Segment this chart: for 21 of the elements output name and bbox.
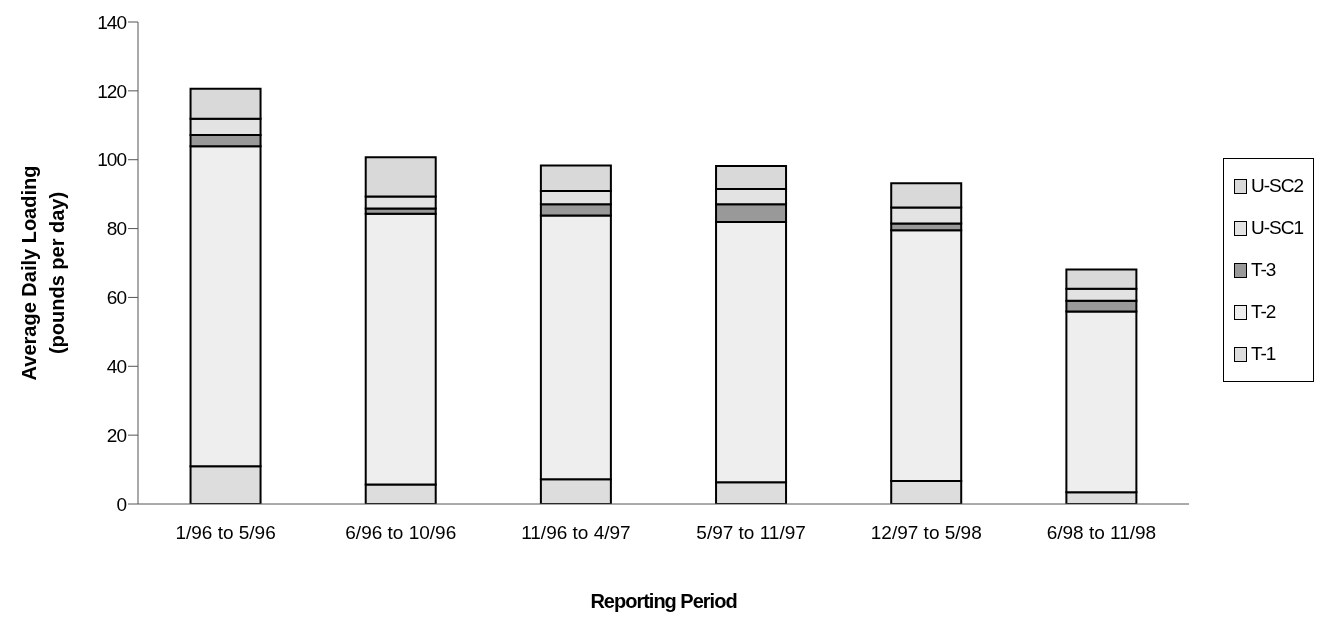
x-tick-label: 6/96 to 10/96 bbox=[345, 522, 457, 544]
y-tick-label: 0 bbox=[116, 493, 127, 515]
x-axis-title: Reporting Period bbox=[589, 590, 738, 613]
y-tick-label: 140 bbox=[97, 11, 127, 33]
legend-label: T-1 bbox=[1250, 343, 1276, 365]
legend-label: U-SC1 bbox=[1250, 217, 1303, 239]
legend-label: U-SC2 bbox=[1250, 175, 1303, 197]
y-tick-label: 40 bbox=[106, 356, 127, 378]
y-tick-label: 60 bbox=[106, 287, 127, 309]
y-tick-label: 20 bbox=[106, 424, 127, 446]
y-tick-label: 100 bbox=[97, 149, 127, 171]
x-tick-label: 5/97 to 11/97 bbox=[696, 522, 806, 544]
x-tick-label: 6/98 to 11/98 bbox=[1046, 522, 1157, 544]
x-tick-label: 12/97 to 5/98 bbox=[870, 522, 982, 544]
legend-label: T-2 bbox=[1250, 301, 1276, 323]
y-tick-label: 120 bbox=[97, 80, 127, 102]
y-tick-label: 80 bbox=[106, 218, 127, 240]
x-tick-label: 11/96 to 4/97 bbox=[521, 522, 631, 544]
legend-label: T-3 bbox=[1250, 259, 1276, 281]
x-tick-label: 1/96 to 5/96 bbox=[175, 522, 276, 544]
y-axis-title: Average Daily Loading (pounds per day) bbox=[18, 165, 68, 381]
